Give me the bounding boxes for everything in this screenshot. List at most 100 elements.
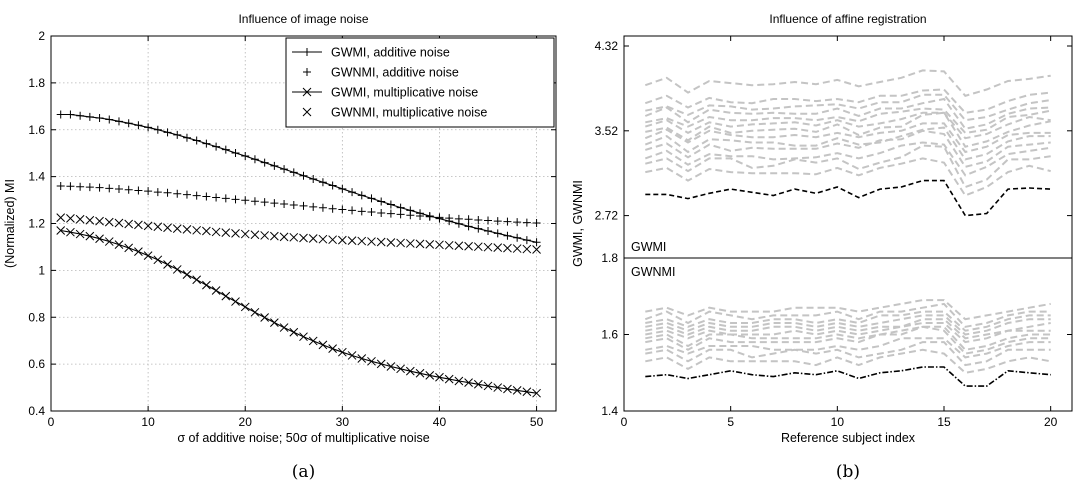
data-point-gwmi-additive [357, 191, 366, 200]
series-line-lower-registration [645, 318, 1051, 340]
data-point-gwmi-additive [280, 165, 289, 174]
panel-a-y-tick-label: 0.4 [28, 404, 45, 418]
panel-b-plot-frame [623, 35, 1073, 412]
panel-a-y-tick-label: 2 [38, 29, 45, 43]
data-point-gwmi-multiplicative [337, 347, 347, 357]
panel-a-y-tick-label: 1.8 [28, 76, 45, 90]
data-point-gwnmi-multiplicative [503, 243, 512, 253]
data-point-gwnmi-multiplicative [143, 221, 153, 231]
data-point-gwmi-additive [153, 125, 162, 134]
data-point-gwmi-additive [270, 161, 279, 170]
data-point-gwmi-additive [396, 203, 405, 212]
lower-y-tick-label: 1.6 [601, 328, 618, 342]
data-point-gwnmi-additive [144, 187, 153, 196]
data-point-gwnmi-multiplicative [279, 232, 289, 242]
data-point-gwmi-additive [66, 110, 75, 119]
series-line-lower-best [645, 366, 1051, 387]
data-point-gwnmi-additive [328, 204, 337, 213]
panel-b-x-tick-label: 0 [621, 415, 628, 429]
data-point-gwnmi-additive [532, 219, 541, 228]
data-point-gwmi-additive [241, 152, 250, 160]
data-point-gwnmi-multiplicative [464, 241, 473, 251]
data-point-gwmi-multiplicative [270, 318, 279, 327]
data-point-gwnmi-multiplicative [56, 213, 66, 222]
series-line-upper-registration [644, 97, 1051, 130]
data-point-gwmi-multiplicative [308, 336, 318, 346]
panel-b-x-tick-label: 20 [1044, 415, 1058, 429]
data-point-gwmi-multiplicative [143, 251, 153, 260]
panel-b-chart: 0 5 10 15 20 2.72 3.52 4.32 1.4 1.6 1.8 Influence … [571, 12, 1073, 482]
panel-a-series [56, 110, 541, 398]
data-point-gwnmi-multiplicative [522, 244, 532, 254]
data-point-gwmi-additive [76, 111, 85, 120]
series-line-lower-registration [645, 310, 1051, 332]
data-point-gwmi-multiplicative [512, 386, 522, 395]
series-line-upper-registration [644, 69, 1051, 97]
data-point-gwmi-multiplicative [405, 366, 415, 376]
series-line-upper-registration [645, 107, 1051, 134]
data-point-gwmi-additive [85, 112, 94, 121]
data-point-gwmi-additive [144, 123, 153, 132]
data-point-gwnmi-multiplicative [357, 236, 367, 246]
panel-a-y-tick-label: 0.8 [28, 310, 45, 324]
data-point-gwmi-additive [464, 222, 473, 231]
series-line-lower-registration [645, 322, 1051, 344]
legend-label-gwmi-multiplicative: GWMI, multiplicative noise [331, 86, 478, 100]
data-point-gwnmi-multiplicative [396, 238, 405, 248]
data-point-gwnmi-additive [474, 215, 483, 224]
data-point-gwmi-multiplicative [367, 356, 376, 366]
data-point-gwmi-additive [493, 229, 502, 238]
series-line-upper-registration [644, 122, 1051, 154]
series-line-lower-registration [645, 337, 1051, 359]
data-point-gwnmi-additive [192, 191, 201, 200]
data-point-gwnmi-multiplicative [376, 237, 386, 247]
panel-b-x-axis-label: Reference subject index [781, 431, 916, 445]
data-point-gwmi-additive [260, 158, 269, 167]
data-point-gwnmi-multiplicative [95, 216, 104, 226]
panel-a-y-tick-label: 1 [38, 263, 45, 277]
panel-a-caption: (a) [292, 462, 315, 482]
series-line-upper-registration [645, 129, 1051, 168]
data-point-gwmi-multiplicative [104, 237, 114, 246]
series-line-gwmi-multiplicative [60, 229, 537, 394]
data-point-gwnmi-additive [454, 214, 463, 223]
panel-b-y-axis-label: GWMI, GWNMI [571, 180, 585, 267]
data-point-gwnmi-multiplicative [425, 240, 435, 249]
series-line-upper-registration [644, 88, 1051, 114]
series-line-lower-registration [645, 348, 1051, 374]
data-point-gwmi-multiplicative [124, 243, 134, 253]
data-point-gwmi-multiplicative [231, 297, 240, 306]
series-line-upper-registration [644, 141, 1051, 177]
lower-y-tick-label: 1.4 [601, 404, 618, 418]
legend-marker-gwnmi-additive [303, 68, 311, 76]
data-point-gwmi-multiplicative [279, 323, 289, 332]
data-point-gwnmi-additive [338, 205, 347, 214]
panel-a-y-tick-label: 0.6 [28, 357, 45, 371]
data-point-gwmi-multiplicative [172, 265, 182, 274]
data-point-gwmi-additive [377, 197, 386, 206]
panel-b-x-tick-label: 5 [727, 415, 734, 429]
panel-a-x-tick-label: 30 [336, 415, 350, 429]
data-point-gwmi-multiplicative [75, 229, 85, 239]
panel-a-x-axis-label: σ of additive noise; 50σ of multiplicati… [177, 431, 429, 445]
series-line-lower-registration [645, 325, 1051, 355]
data-point-gwmi-multiplicative [56, 226, 66, 235]
data-point-gwnmi-additive [493, 217, 502, 226]
data-point-gwnmi-additive [396, 210, 405, 219]
series-line-lower-registration [644, 302, 1051, 328]
panel-b-x-tick-label: 15 [937, 415, 951, 429]
data-point-gwmi-additive [56, 110, 65, 119]
data-point-gwmi-multiplicative [192, 275, 202, 285]
legend-label-gwnmi-multiplicative: GWNMI, multiplicative noise [331, 106, 487, 120]
data-point-gwnmi-multiplicative [367, 237, 376, 246]
data-point-gwmi-additive [503, 231, 512, 240]
data-point-gwnmi-multiplicative [75, 214, 85, 224]
data-point-gwnmi-multiplicative [405, 239, 415, 248]
data-point-gwmi-multiplicative [473, 379, 483, 389]
data-point-gwnmi-multiplicative [153, 222, 163, 232]
data-point-gwmi-multiplicative [464, 378, 473, 387]
data-point-gwmi-additive [173, 130, 182, 139]
data-point-gwmi-additive [212, 142, 221, 151]
data-point-gwnmi-additive [435, 213, 444, 222]
